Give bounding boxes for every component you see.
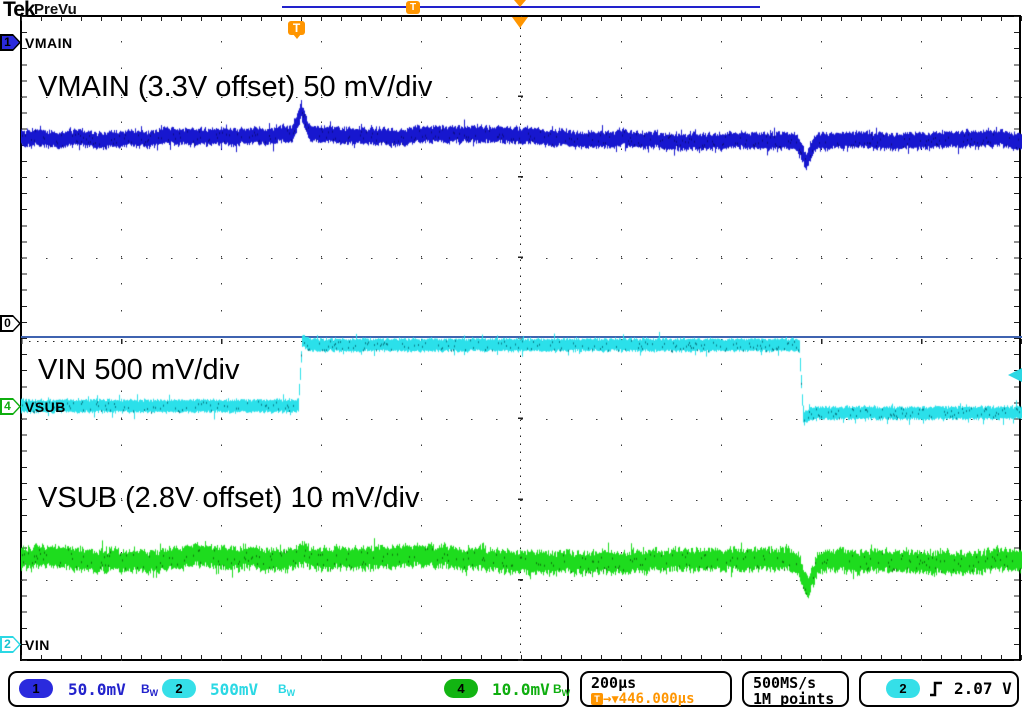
channel-4-badge: 4 <box>444 679 478 698</box>
trigger-position-marker: T <box>288 21 305 35</box>
trigger-readout-box: 2 2.07 V <box>859 671 1019 707</box>
arrow-right-icon: → <box>603 691 612 707</box>
trigger-delay-readout: T →▼446.000µs <box>591 690 695 708</box>
annotation-vmain: VMAIN (3.3V offset) 50 mV/div <box>38 71 433 103</box>
channel-2-badge: 2 <box>162 679 196 698</box>
vertical-readouts-box: 1 50.0mV BW 2 500mV BW 4 10.0mV BW <box>8 671 571 707</box>
record-trigger-icon: T <box>406 1 420 14</box>
waveform-traces <box>21 16 1022 661</box>
channel-2-position-marker: 2 <box>0 636 21 653</box>
horizontal-scale: 200µs <box>591 674 637 692</box>
bandwidth-limit-icon: BW <box>278 682 296 698</box>
channel-4-position-marker: 4 <box>0 398 21 415</box>
channel-2-scale: 500mV <box>210 680 259 699</box>
channel-1-scale: 50.0mV <box>68 680 126 699</box>
expansion-point-icon <box>512 17 528 28</box>
trigger-source-badge: 2 <box>886 679 920 698</box>
channel-4-label: VSUB <box>25 399 66 415</box>
acquisition-status: PreVu <box>34 1 77 18</box>
trigger-slope-rising-icon <box>930 681 942 697</box>
channel-4-scale: 10.0mV <box>492 680 550 699</box>
sample-rate: 500MS/s <box>753 674 817 692</box>
bandwidth-limit-icon: BW <box>553 682 571 698</box>
record-length: 1M points <box>753 690 835 708</box>
trigger-level: 2.07 V <box>954 679 1012 698</box>
channel-1-label: VMAIN <box>25 35 73 51</box>
channel-1-badge: 1 <box>19 679 53 698</box>
acquisition-readout-box: 500MS/s 1M points <box>742 671 849 708</box>
bandwidth-limit-icon: BW <box>141 682 159 698</box>
annotation-vsub: VSUB (2.8V offset) 10 mV/div <box>38 482 420 514</box>
channel-2-label: VIN <box>25 637 50 653</box>
channel-1-position-marker: 1 <box>0 34 21 51</box>
trigger-t-icon: T <box>591 693 603 705</box>
annotation-vin: VIN 500 mV/div <box>38 354 240 386</box>
trigger-position-marker-tail <box>293 34 301 39</box>
record-expansion-icon <box>514 0 526 7</box>
record-view-line <box>282 6 760 8</box>
triangle-down-icon: ▼ <box>611 692 619 706</box>
trigger-level-arrow-icon <box>1008 368 1022 382</box>
d0-position-marker: 0 <box>0 315 21 332</box>
horizontal-readout-box: 200µs T →▼446.000µs <box>580 671 732 707</box>
